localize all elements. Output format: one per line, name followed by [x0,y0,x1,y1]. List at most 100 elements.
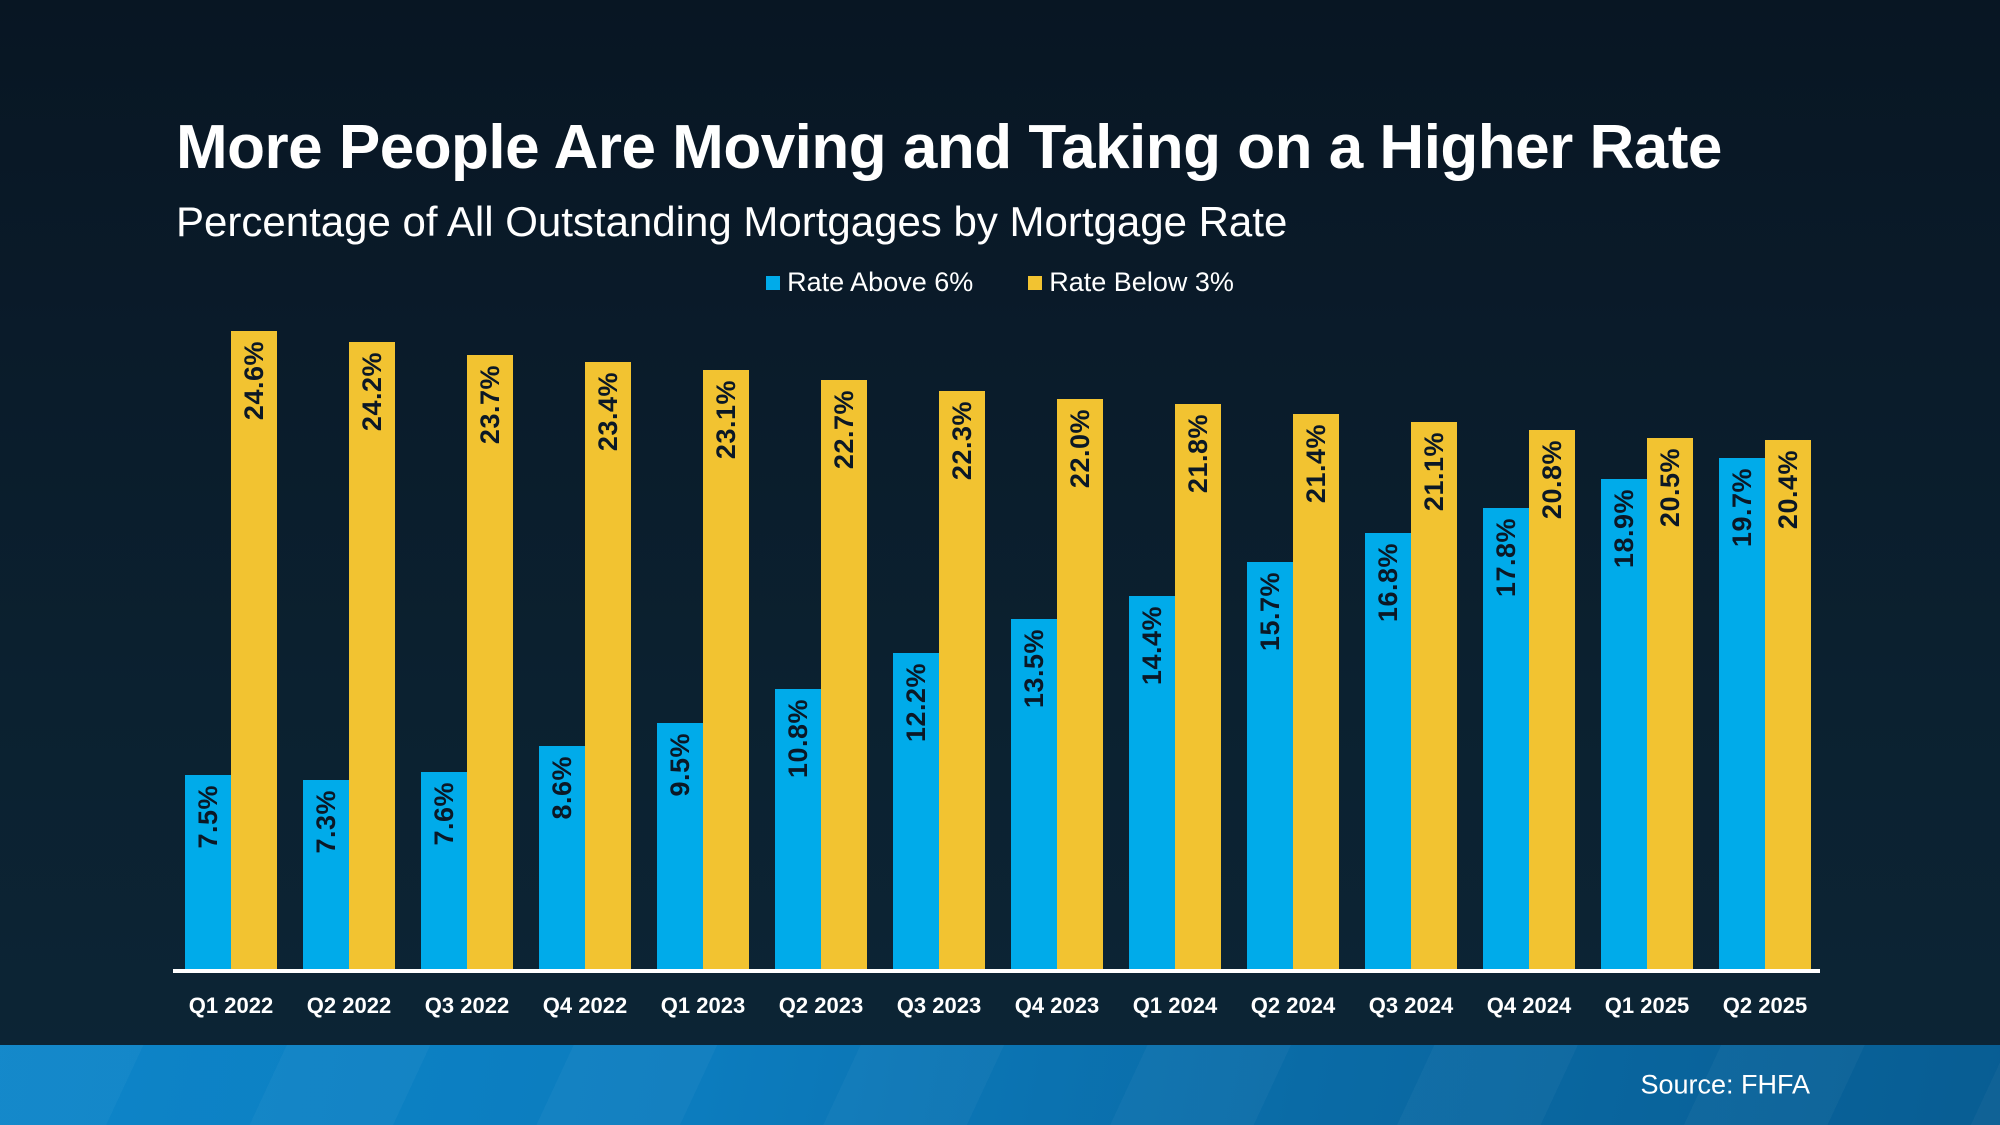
bar: 23.1% [703,370,749,969]
x-axis-tick-label: Q2 2022 [306,993,392,1018]
x-axis-tick-label: Q3 2024 [1368,993,1454,1018]
x-axis-tick-label: Q2 2025 [1722,993,1808,1018]
bar: 24.6% [231,331,277,969]
source-label: Source: FHFA [1640,1069,1810,1100]
bar: 17.8% [1483,507,1529,969]
bar-value-label: 24.6% [238,341,269,421]
x-axis-tick-label: Q4 2023 [1014,993,1100,1018]
bar-group: 7.5% 24.6% [185,331,277,969]
bar-value-label: 19.7% [1726,468,1757,548]
x-axis-tick-label: Q1 2024 [1132,993,1218,1018]
x-axis-tick-label: Q3 2022 [424,993,510,1018]
bar-value-label: 21.1% [1418,431,1449,512]
bar-value-label: 18.9% [1608,489,1639,569]
bar-value-label: 21.8% [1182,413,1213,493]
bar-value-label: 13.5% [1018,629,1049,709]
bar: 21.1% [1411,421,1457,969]
legend-item-rate-above-6: Rate Above 6% [766,267,973,298]
bar-value-label: 22.0% [1064,408,1095,488]
bar-value-label: 15.7% [1254,571,1285,652]
bar-value-label: 21.4% [1300,424,1331,504]
bar: 21.8% [1175,403,1221,969]
bar-group: 16.8% 21.1% [1365,421,1457,969]
bar-value-label: 12.2% [900,662,931,742]
legend-label: Rate Above 6% [787,266,974,297]
bar-group: 7.6% 23.7% [421,354,513,969]
bar-value-label: 20.4% [1772,450,1803,530]
x-axis-line [173,969,1820,973]
bar: 22.7% [821,380,867,969]
x-axis-tick-label: Q1 2025 [1604,993,1690,1018]
bar-value-label: 20.5% [1654,447,1685,527]
x-axis-tick-label: Q3 2023 [896,993,982,1018]
legend-swatch-blue-icon [766,276,781,290]
bar: 19.7% [1719,458,1765,969]
chart-subtitle: Percentage of All Outstanding Mortgages … [176,197,1288,245]
bar: 10.8% [775,689,821,969]
bar: 7.5% [185,774,231,969]
bar-value-label: 9.5% [664,732,695,797]
bar-chart: 7.5% 24.6% 7.3% 24.2% 7.6% 23.7% 8.6% 23.4% 9.5%… [173,269,1820,973]
bar-value-label: 22.7% [828,390,859,470]
bar-value-label: 7.6% [428,781,459,846]
bar: 20.5% [1647,437,1693,969]
bar: 7.3% [303,779,349,969]
bar: 9.5% [657,722,703,969]
bar-value-label: 7.5% [192,784,223,849]
legend-item-rate-below-3: Rate Below 3% [1028,267,1234,298]
bar: 8.6% [539,746,585,969]
bar: 20.8% [1529,429,1575,969]
bar-group: 18.9% 20.5% [1601,437,1693,969]
bar-value-label: 7.3% [310,789,341,854]
bar-value-label: 20.8% [1536,439,1567,519]
bar: 20.4% [1765,440,1811,969]
x-axis-tick-label: Q1 2023 [660,993,746,1018]
bar-value-label: 16.8% [1372,543,1403,623]
bar-group: 15.7% 21.4% [1247,414,1339,969]
bar: 22.3% [939,390,985,969]
bar-group: 14.4% 21.8% [1129,403,1221,969]
bar-group: 10.8% 22.7% [775,380,867,969]
legend-swatch-yellow-icon [1028,276,1043,290]
bar-value-label: 23.7% [474,364,505,444]
x-axis-tick-label: Q2 2024 [1250,993,1336,1018]
x-axis-tick-label: Q4 2024 [1486,993,1572,1018]
bar: 18.9% [1601,479,1647,969]
bar: 12.2% [893,652,939,969]
x-axis-tick-label: Q1 2022 [188,993,274,1018]
bar-value-label: 24.2% [356,351,387,431]
bar-group: 12.2% 22.3% [893,390,985,969]
bar: 23.4% [585,362,631,969]
x-axis-labels: Q1 2022 Q2 2022 Q3 2022 Q4 2022 Q1 2023 Q2 20… [185,993,1811,1019]
bar-value-label: 8.6% [546,756,577,820]
bar: 15.7% [1247,561,1293,969]
bar: 14.4% [1129,595,1175,969]
bar-group: 19.7% 20.4% [1719,440,1811,969]
footer-bar: Source: FHFA [0,1045,2000,1125]
bar-group: 7.3% 24.2% [303,341,395,969]
bar: 24.2% [349,341,395,969]
chart-title: More People Are Moving and Taking on a H… [176,112,1722,182]
legend: Rate Above 6% Rate Below 3% [0,266,2000,298]
bar-value-label: 10.8% [782,699,813,779]
bar-value-label: 17.8% [1490,517,1521,597]
bar-value-label: 14.4% [1136,605,1167,685]
legend-label: Rate Below 3% [1049,266,1234,297]
bar: 13.5% [1011,619,1057,969]
bar: 23.7% [467,354,513,969]
bar-group: 8.6% 23.4% [539,362,631,969]
bar: 21.4% [1293,414,1339,969]
x-axis-tick-label: Q4 2022 [542,993,628,1018]
bar-value-label: 23.1% [710,380,741,460]
bar-group: 9.5% 23.1% [657,370,749,969]
bar: 22.0% [1057,398,1103,969]
x-axis-tick-label: Q2 2023 [778,993,864,1018]
bar-value-label: 23.4% [592,372,623,452]
bar: 7.6% [421,771,467,969]
bar-group: 17.8% 20.8% [1483,429,1575,969]
bar-value-label: 22.3% [946,400,977,480]
bar: 16.8% [1365,533,1411,969]
bar-group: 13.5% 22.0% [1011,398,1103,969]
bars: 7.5% 24.6% 7.3% 24.2% 7.6% 23.7% 8.6% 23.4% 9.5%… [185,269,1811,969]
